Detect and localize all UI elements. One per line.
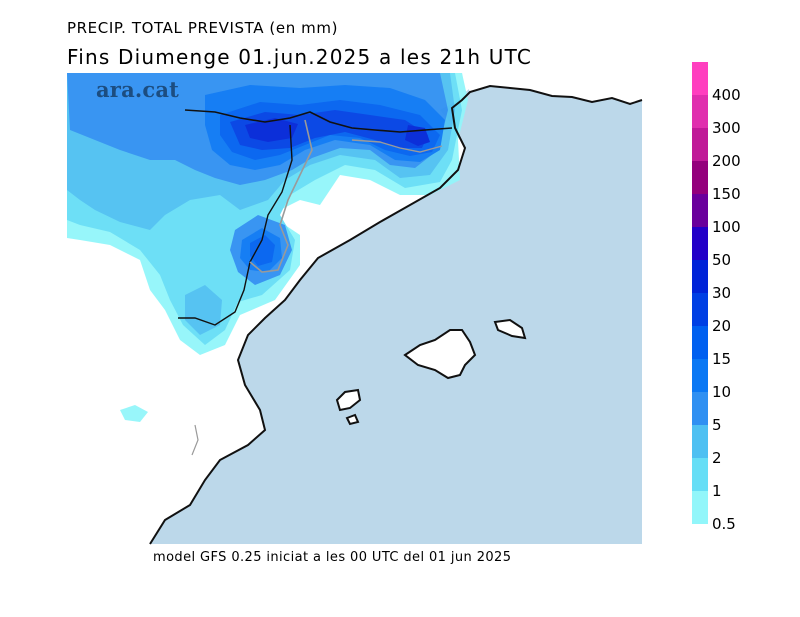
legend-swatch [692, 293, 708, 326]
legend-swatch [692, 194, 708, 227]
legend-label: 150 [712, 185, 741, 203]
precip-0.5mm-dot [120, 405, 148, 422]
precip-15mm-blob [250, 235, 275, 266]
legend-label: 50 [712, 251, 732, 269]
precip-5mm-blob2 [185, 285, 222, 335]
legend-swatch [692, 260, 708, 293]
legend-label: 10 [712, 383, 732, 401]
legend-label: 200 [712, 152, 741, 170]
ara-cat-logo: ara.cat [96, 77, 180, 102]
legend-swatch [692, 128, 708, 161]
legend-swatch [692, 491, 708, 524]
legend-swatch [692, 62, 708, 95]
legend-label: 400 [712, 86, 741, 104]
island-menorca [493, 318, 527, 340]
legend-label: 5 [712, 416, 722, 434]
island-formentera [345, 413, 360, 426]
model-footer: model GFS 0.25 iniciat a les 00 UTC del … [153, 550, 512, 565]
legend-label: 1 [712, 482, 722, 500]
island-mallorca [403, 329, 477, 380]
legend-label: 300 [712, 119, 741, 137]
chart-title: PRECIP. TOTAL PREVISTA (en mm) [67, 19, 339, 37]
border-andorra [249, 119, 313, 273]
legend-label: 100 [712, 218, 741, 236]
border-valencia [191, 424, 199, 456]
legend-label: 20 [712, 317, 732, 335]
legend-label: 30 [712, 284, 732, 302]
legend-swatch [692, 95, 708, 128]
legend-label: 2 [712, 449, 722, 467]
border-catalonia-france [351, 139, 443, 153]
border-france-spain [184, 109, 453, 133]
legend-swatch [692, 359, 708, 392]
legend-label: 15 [712, 350, 732, 368]
coastline [149, 84, 643, 545]
legend-swatch [692, 227, 708, 260]
island-ibiza [335, 388, 362, 412]
legend-swatch [692, 458, 708, 491]
precip-30mm [245, 118, 298, 142]
legend-swatch [692, 425, 708, 458]
legend-swatch [692, 326, 708, 359]
legend-swatch [692, 161, 708, 194]
chart-subtitle: Fins Diumenge 01.jun.2025 a les 21h UTC [67, 45, 533, 69]
land-north [455, 73, 642, 104]
legend-label: 0.5 [712, 515, 736, 533]
legend-swatch [692, 392, 708, 425]
